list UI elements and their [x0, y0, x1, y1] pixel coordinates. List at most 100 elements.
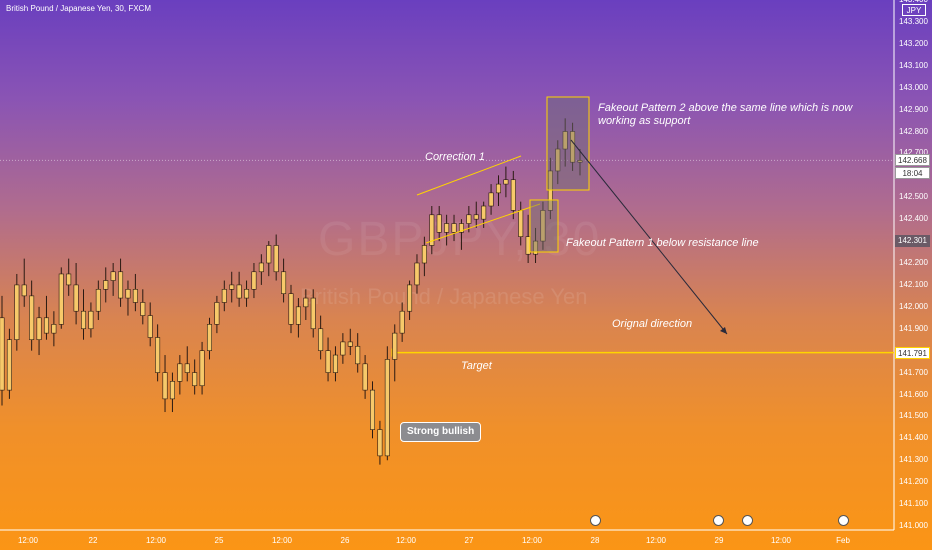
- candle-body: [273, 245, 279, 273]
- economic-event-icon[interactable]: [838, 515, 849, 526]
- candle-body: [214, 302, 220, 325]
- candle-body: [481, 205, 487, 220]
- price-tick-label: 142.100: [899, 279, 928, 289]
- candle-body: [281, 271, 287, 294]
- time-tick-label: 29: [714, 536, 724, 545]
- candle-body: [251, 271, 257, 290]
- candle-body: [155, 337, 161, 373]
- price-tick-label: 141.700: [899, 367, 928, 377]
- candle-body: [199, 350, 205, 387]
- candle-body: [429, 214, 435, 246]
- price-tick-label: 143.200: [899, 38, 928, 48]
- price-tick-label: 142.800: [899, 126, 928, 136]
- candle-body: [540, 210, 546, 242]
- candle-body: [73, 284, 79, 312]
- candle-body: [125, 288, 131, 299]
- time-tick-label: 22: [88, 536, 98, 545]
- candle-body: [303, 297, 309, 308]
- candle-body: [118, 271, 124, 299]
- price-tick-label: 141.200: [899, 477, 928, 487]
- time-tick-label: 26: [340, 536, 350, 545]
- economic-event-icon[interactable]: [713, 515, 724, 526]
- candle-body: [66, 273, 72, 286]
- watermark-ticker: GBPJPY, 30: [318, 213, 602, 266]
- fakeout-pattern-1-label: Fakeout Pattern 1 below resistance line: [566, 237, 759, 249]
- price-tick-label: 142.000: [899, 301, 928, 311]
- time-tick-label: 28: [590, 536, 600, 545]
- price-badge-current: 142.668: [895, 154, 930, 167]
- candle-body: [0, 317, 5, 391]
- candle-body: [399, 310, 405, 334]
- candle-body: [473, 214, 479, 220]
- candle-body: [266, 245, 272, 264]
- price-tick-label: 143.100: [899, 60, 928, 70]
- candle-body: [318, 328, 324, 351]
- candle-body: [295, 306, 301, 325]
- candle-body: [58, 273, 64, 325]
- candle-body: [407, 284, 413, 312]
- candle-body: [421, 245, 427, 264]
- candle-body: [21, 284, 27, 297]
- time-tick-label: 27: [464, 536, 474, 545]
- economic-event-icon[interactable]: [742, 515, 753, 526]
- candle-body: [555, 148, 561, 172]
- candle-body: [88, 310, 94, 330]
- price-tick-label: 143.400: [899, 0, 928, 4]
- price-badge-dark: 142.301: [895, 234, 930, 247]
- price-tick-label: 143.300: [899, 16, 928, 26]
- correction-channel-lower: [425, 203, 541, 244]
- currency-label[interactable]: JPY: [902, 4, 926, 16]
- candle-body: [488, 192, 494, 207]
- price-tick-label: 141.400: [899, 433, 928, 443]
- candle-body: [310, 297, 316, 330]
- price-badge-target: 141.791: [895, 346, 930, 359]
- candle-body: [184, 363, 190, 373]
- candle-body: [444, 223, 450, 233]
- candle-body: [503, 179, 509, 185]
- candle-body: [229, 284, 235, 290]
- time-tick-label: 12:00: [645, 536, 667, 545]
- candle-body: [436, 214, 442, 233]
- candle-body: [36, 317, 42, 341]
- economic-event-icon[interactable]: [590, 515, 601, 526]
- time-tick-label: 12:00: [17, 536, 39, 545]
- candle-body: [288, 293, 294, 325]
- candle-body: [110, 271, 116, 281]
- candle-body: [177, 363, 183, 382]
- candle-body: [43, 317, 49, 334]
- candle-body: [562, 131, 568, 150]
- candle-body: [547, 170, 553, 211]
- price-tick-label: 143.000: [899, 82, 928, 92]
- price-tick-label: 141.300: [899, 455, 928, 465]
- candle-body: [466, 214, 472, 224]
- candle-body: [103, 280, 109, 290]
- candle-body: [340, 341, 346, 356]
- candle-body: [29, 295, 35, 341]
- candle-body: [81, 310, 87, 330]
- time-tick-label: Feb: [836, 536, 850, 545]
- watermark-name: British Pound / Japanese Yen: [300, 284, 588, 309]
- candle-body: [355, 345, 361, 365]
- fakeout-pattern-2-box: [546, 96, 590, 191]
- price-tick-label: 141.000: [899, 521, 928, 530]
- symbol-title[interactable]: British Pound / Japanese Yen, 30, FXCM: [6, 4, 151, 13]
- price-tick-label: 141.600: [899, 389, 928, 399]
- original-direction-label: Orignal direction: [612, 318, 693, 330]
- candle-body: [377, 429, 383, 457]
- price-tick-label: 142.200: [899, 258, 928, 267]
- candle-body: [236, 284, 242, 299]
- price-tick-label: 142.900: [899, 104, 928, 114]
- candle-body: [533, 240, 539, 255]
- candle-body: [192, 372, 198, 387]
- time-tick-label: 12:00: [521, 536, 543, 545]
- candle-body: [392, 332, 398, 360]
- strong-bullish-callout: Strong bullish: [400, 422, 482, 442]
- candle-body: [147, 315, 153, 338]
- candle-body: [258, 262, 264, 273]
- candle-body: [244, 288, 250, 299]
- fakeout-pattern-2-label: Fakeout Pattern 2 above the same line wh…: [598, 102, 853, 127]
- candle-body: [414, 262, 420, 286]
- price-tick-label: 142.500: [899, 192, 928, 202]
